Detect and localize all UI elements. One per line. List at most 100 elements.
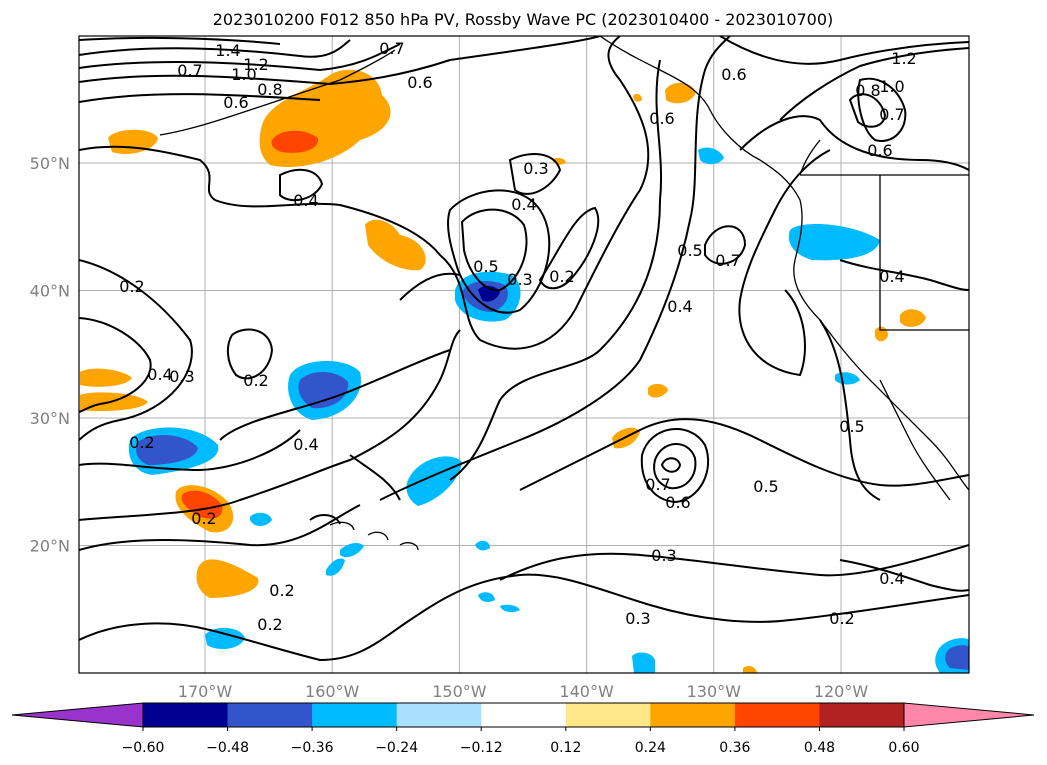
contour-line — [79, 43, 401, 72]
contour-label: 0.3 — [523, 159, 548, 178]
lon-tick-label: 130°W — [687, 682, 742, 701]
colorbar-tick-label: 0.36 — [719, 740, 750, 756]
colorbar: −0.60 −0.48 −0.36 −0.24 −0.12 0.12 0.24 0.36 0.4… — [11, 702, 1035, 756]
alaska-coast — [599, 36, 969, 491]
contour-line — [660, 457, 682, 473]
contour-line — [460, 208, 528, 292]
contour-label: 0.7 — [879, 105, 904, 124]
colorbar-tick-label: 0.24 — [635, 740, 666, 756]
contour-line — [738, 149, 831, 377]
negative-anomaly-shading — [128, 147, 969, 673]
contour-label: 0.5 — [677, 241, 702, 260]
contour-line — [640, 428, 710, 504]
contour-label: 0.3 — [651, 546, 676, 565]
colorbar-tick-label: −0.36 — [291, 740, 334, 756]
anomaly-blob — [665, 82, 696, 104]
baja-coast — [879, 379, 951, 501]
contour-line — [653, 443, 697, 490]
colorbar-segment — [312, 703, 398, 727]
anomaly-blob — [475, 540, 490, 551]
lon-tick-label: 150°W — [432, 682, 487, 701]
contour-label: 0.2 — [269, 581, 294, 600]
contour-label: 0.4 — [879, 267, 904, 286]
hawaii — [329, 521, 419, 551]
contour-line — [704, 225, 747, 265]
contour-label: 0.5 — [753, 477, 778, 496]
contour-line — [79, 36, 650, 350]
anomaly-blob — [340, 543, 364, 558]
colorbar-over-extension — [903, 702, 1035, 728]
lon-tick-label: 160°W — [305, 682, 360, 701]
contour-line — [79, 39, 351, 58]
contour-label: 0.4 — [879, 569, 904, 588]
anomaly-blob — [632, 652, 655, 673]
colorbar-tick-label: 0.48 — [804, 740, 835, 756]
lon-tick-label: 120°W — [814, 682, 869, 701]
lat-tick-label: 30°N — [30, 409, 70, 428]
contour-label: 0.6 — [649, 109, 674, 128]
colorbar-tick-label: −0.24 — [375, 740, 418, 756]
contour-line — [219, 349, 451, 441]
contour-label: 0.7 — [177, 61, 202, 80]
colorbar-under-extension — [11, 702, 144, 728]
contour-label: 0.3 — [507, 270, 532, 289]
anomaly-blob — [900, 309, 926, 327]
lat-tick-label: 50°N — [30, 154, 70, 173]
contour-line — [79, 573, 969, 662]
contour-label: 0.7 — [645, 475, 670, 494]
contour-line — [79, 36, 601, 86]
anomaly-blob — [788, 224, 880, 261]
contour-label: 0.2 — [243, 371, 268, 390]
contour-line — [508, 153, 562, 195]
contour-line — [819, 319, 881, 501]
contour-line — [519, 418, 969, 491]
anomaly-blob — [271, 130, 319, 153]
contour-label: 0.2 — [257, 615, 282, 634]
lon-tick-label: 140°W — [559, 682, 614, 701]
contour-label: 0.4 — [293, 435, 318, 454]
colorbar-tick-label: −0.12 — [460, 740, 503, 756]
anomaly-blob — [326, 558, 345, 576]
contour-label: 0.6 — [407, 73, 432, 92]
contour-label: 0.5 — [473, 257, 498, 276]
colorbar-segment — [143, 703, 229, 727]
contour-line — [848, 93, 887, 128]
contour-line — [779, 47, 969, 121]
contour-label: 0.4 — [511, 195, 536, 214]
colorbar-segment — [565, 703, 651, 727]
contour-label: 1.2 — [891, 49, 916, 68]
colorbar-tick-label: 0.60 — [888, 740, 919, 756]
contour-line — [79, 36, 281, 45]
contour-label: 0.2 — [829, 609, 854, 628]
contour-label: 0.2 — [549, 267, 574, 286]
contour-line — [839, 559, 969, 592]
colorbar-segment — [396, 703, 482, 727]
lat-tick-label: 40°N — [30, 282, 70, 301]
colorbar-segment — [734, 703, 820, 727]
figure-title: 2023010200 F012 850 hPa PV, Rossby Wave … — [213, 10, 834, 29]
colorbar-segment — [481, 703, 567, 727]
contour-line — [79, 429, 301, 472]
us-border — [800, 174, 969, 331]
contour-label: 0.6 — [867, 141, 892, 160]
contour-line — [279, 168, 324, 202]
aleutian-chain — [159, 49, 396, 136]
map-panel: 1.4 1.2 1.0 0.8 0.7 0.7 0.6 0.6 0.6 0.4 … — [78, 35, 970, 674]
contour-line — [79, 93, 321, 103]
contour-label: 0.5 — [839, 417, 864, 436]
colorbar-segment — [227, 703, 313, 727]
contour-line — [739, 115, 969, 171]
contour-label: 0.4 — [293, 191, 318, 210]
anomaly-blob — [205, 627, 245, 650]
contour-label: 0.8 — [855, 81, 880, 100]
contour-line — [538, 206, 600, 290]
contour-line — [79, 329, 461, 521]
contour-line — [447, 189, 551, 314]
contour-label: 1.0 — [231, 65, 256, 84]
contour-line — [226, 328, 274, 380]
contour-label: 0.6 — [721, 65, 746, 84]
contour-label: 0.6 — [223, 93, 248, 112]
contour-line — [379, 36, 731, 501]
contour-line — [79, 317, 152, 413]
anomaly-blob — [945, 645, 969, 670]
